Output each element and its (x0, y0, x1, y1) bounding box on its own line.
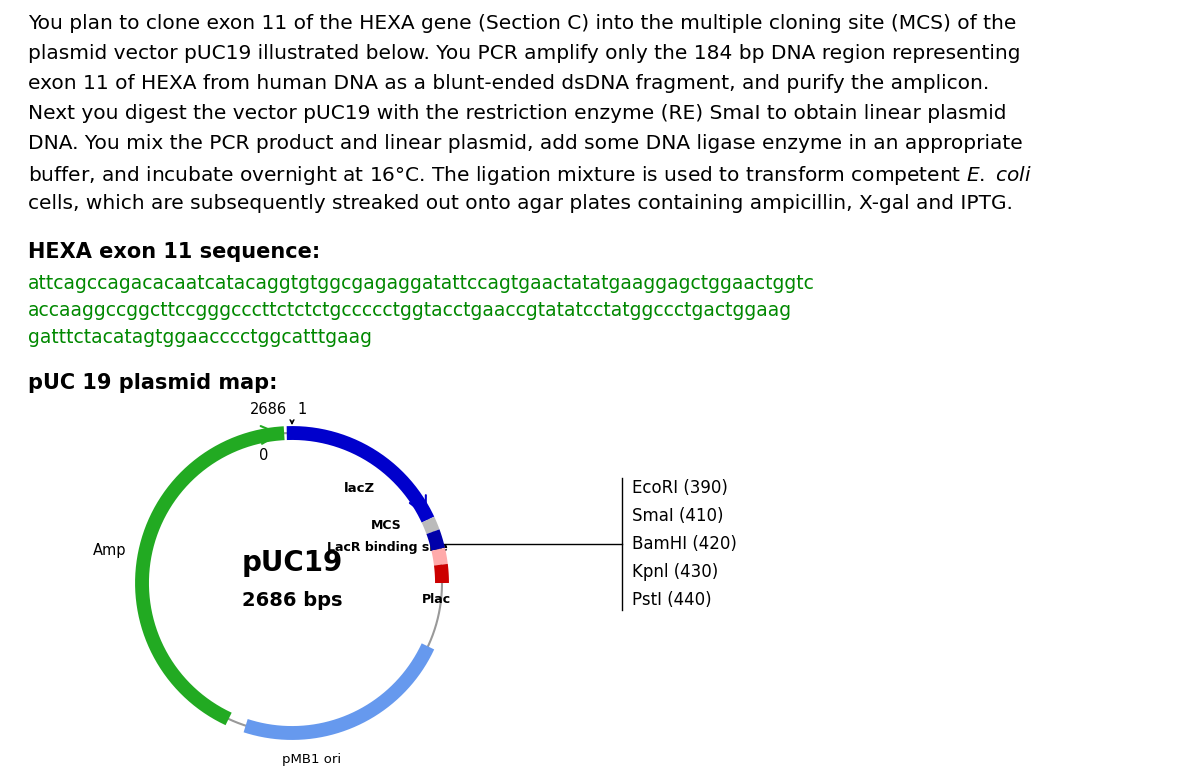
Text: DNA. You mix the PCR product and linear plasmid, add some DNA ligase enzyme in a: DNA. You mix the PCR product and linear … (28, 134, 1022, 153)
Text: accaaggccggcttccgggcccttctctctgccccctggtacctgaaccgtatatcctatggccctgactggaag: accaaggccggcttccgggcccttctctctgccccctggt… (28, 301, 792, 320)
Text: Next you digest the vector pUC19 with the restriction enzyme (RE) SmaI to obtain: Next you digest the vector pUC19 with th… (28, 104, 1007, 123)
Text: lacZ: lacZ (343, 482, 374, 496)
Text: EcoRI (390): EcoRI (390) (632, 479, 728, 497)
Text: BamHI (420): BamHI (420) (632, 535, 737, 554)
Text: 0: 0 (259, 448, 269, 462)
Text: Kpnl (430): Kpnl (430) (632, 564, 719, 581)
Text: Plac: Plac (421, 593, 450, 606)
Text: PstI (440): PstI (440) (632, 591, 712, 609)
Text: HEXA exon 11 sequence:: HEXA exon 11 sequence: (28, 242, 320, 262)
Text: pUC19: pUC19 (241, 549, 343, 577)
Text: 2686 bps: 2686 bps (241, 591, 342, 611)
Text: 2686: 2686 (250, 402, 287, 417)
Text: SmaI (410): SmaI (410) (632, 507, 724, 525)
Text: cells, which are subsequently streaked out onto agar plates containing ampicilli: cells, which are subsequently streaked o… (28, 194, 1013, 213)
Text: Amp: Amp (94, 543, 126, 558)
Text: plasmid vector pUC19 illustrated below. You PCR amplify only the 184 bp DNA regi: plasmid vector pUC19 illustrated below. … (28, 44, 1020, 63)
Text: 1: 1 (298, 402, 306, 417)
Text: pMB1 ori: pMB1 ori (282, 753, 342, 766)
Text: buffer, and incubate overnight at 16°C. The ligation mixture is used to transfor: buffer, and incubate overnight at 16°C. … (28, 164, 1032, 187)
Text: exon 11 of HEXA from human DNA as a blunt-ended dsDNA fragment, and purify the a: exon 11 of HEXA from human DNA as a blun… (28, 74, 989, 93)
Text: pUC 19 plasmid map:: pUC 19 plasmid map: (28, 373, 277, 393)
Text: gatttctacatagtggaacccctggcatttgaag: gatttctacatagtggaacccctggcatttgaag (28, 328, 372, 347)
Text: MCS: MCS (371, 519, 402, 532)
Text: attcagccagacacaatcatacaggtgtggcgagaggatattccagtgaactatatgaaggagctggaactggtc: attcagccagacacaatcatacaggtgtggcgagaggata… (28, 274, 815, 293)
Text: You plan to clone exon 11 of the HEXA gene (Section C) into the multiple cloning: You plan to clone exon 11 of the HEXA ge… (28, 14, 1016, 33)
Text: LacR binding site: LacR binding site (328, 540, 448, 554)
